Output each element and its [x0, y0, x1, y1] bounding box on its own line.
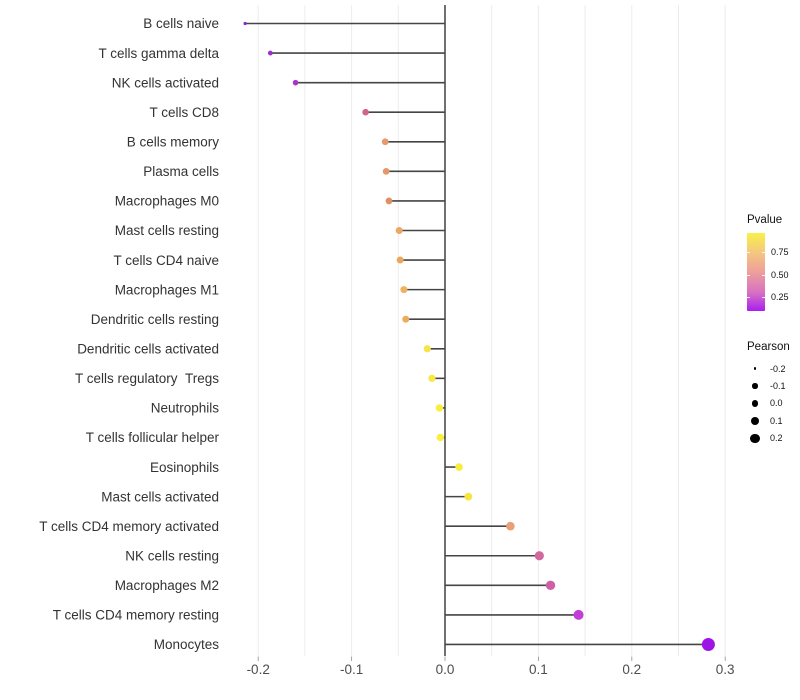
y-axis-label: T cells gamma delta	[98, 46, 219, 61]
pearson-legend-label: 0.2	[770, 433, 783, 444]
pearson-legend-item: 0.0	[747, 395, 790, 412]
data-dot	[400, 286, 408, 294]
data-dot	[506, 521, 515, 531]
colorbar-tick-label: 0.25	[771, 292, 789, 302]
data-dot	[292, 79, 299, 86]
y-axis-label: Eosinophils	[150, 460, 219, 475]
pearson-legend-dot-cell	[747, 383, 763, 389]
pearson-legend-item: -0.1	[747, 377, 790, 394]
data-dot	[435, 404, 444, 412]
x-tick-label: 0.3	[716, 662, 735, 677]
data-dot	[428, 374, 436, 382]
y-axis-label: Neutrophils	[151, 401, 220, 416]
pearson-legend: Pearson -0.2 -0.1 0.0 0.1 0.2	[747, 341, 790, 447]
pearson-legend-label: -0.2	[770, 363, 786, 374]
x-tick-label: -0.2	[247, 662, 270, 677]
data-dot	[396, 256, 404, 264]
colorbar-tick-label: 0.50	[771, 269, 789, 280]
data-dot	[423, 345, 431, 353]
y-axis-label: B cells naive	[143, 16, 219, 31]
pvalue-legend: Pvalue 0.75 0.50 0.25	[747, 214, 789, 311]
y-axis-label: T cells CD8	[149, 105, 219, 120]
x-tick-label: 0.0	[436, 662, 455, 677]
y-axis-label: T cells CD4 memory resting	[53, 608, 219, 623]
data-dot	[464, 492, 473, 501]
data-dot	[573, 609, 584, 620]
colorbar-tick-mark	[762, 252, 765, 254]
y-axis-label: B cells memory	[127, 134, 220, 149]
pearson-legend-label: -0.1	[770, 381, 786, 392]
pearson-legend-dot	[751, 400, 759, 407]
data-dot	[455, 463, 463, 471]
data-dot	[362, 108, 369, 116]
data-dot	[534, 551, 544, 561]
pearson-legend-dot-cell	[747, 367, 763, 371]
y-axis-label: T cells regulatory Tregs	[75, 371, 219, 386]
y-axis-label: NK cells resting	[125, 548, 219, 563]
pvalue-colorbar: 0.75 0.50 0.25	[747, 233, 789, 311]
pearson-legend-dot	[750, 433, 760, 443]
y-axis-label: T cells CD4 naive	[113, 253, 219, 268]
y-axis-label: Dendritic cells activated	[77, 341, 219, 356]
pearson-legend-item: 0.2	[747, 430, 790, 447]
x-tick-label: -0.1	[340, 662, 363, 677]
y-axis-label: T cells CD4 memory activated	[39, 519, 219, 534]
data-dot	[436, 433, 445, 442]
pearson-legend-dot	[752, 383, 758, 389]
pearson-legend-title: Pearson	[747, 341, 790, 353]
y-axis-label: Plasma cells	[143, 164, 219, 179]
pearson-legend-label: 0.0	[770, 398, 783, 409]
y-axis-label: Macrophages M1	[115, 282, 219, 297]
pearson-legend-dot-cell	[747, 400, 763, 407]
data-dot	[385, 197, 393, 205]
colorbar-tick-mark	[762, 297, 765, 298]
data-dot	[382, 167, 390, 175]
pearson-legend-dot	[753, 367, 757, 371]
data-dot	[267, 50, 273, 56]
y-axis-label: Monocytes	[154, 637, 220, 652]
data-dot	[402, 315, 410, 323]
data-dot	[395, 226, 403, 234]
pearson-legend-item: 0.1	[747, 412, 790, 429]
x-tick-label: 0.2	[622, 662, 641, 677]
data-dot	[381, 138, 389, 146]
pearson-legend-dot-cell	[747, 433, 763, 443]
y-axis-label: NK cells activated	[112, 75, 219, 90]
x-tick-label: 0.1	[529, 662, 548, 677]
colorbar-tick-mark	[762, 274, 765, 276]
colorbar-tick-mark	[747, 252, 750, 254]
y-axis-label: Macrophages M2	[115, 578, 219, 593]
pearson-legend-dot-cell	[747, 416, 763, 425]
data-dot	[701, 637, 715, 651]
colorbar-tick-mark	[747, 274, 750, 276]
pearson-legend-dot	[751, 416, 759, 425]
y-axis-label: Mast cells activated	[101, 489, 219, 504]
pearson-legend-item: -0.2	[747, 360, 790, 377]
data-dot	[243, 21, 247, 26]
y-axis-label: Macrophages M0	[115, 194, 219, 209]
colorbar-tick-mark	[747, 297, 750, 298]
colorbar-tick-label: 0.75	[771, 247, 789, 258]
pvalue-legend-title: Pvalue	[747, 214, 783, 226]
y-axis-label: T cells follicular helper	[86, 430, 220, 445]
data-dot	[545, 580, 556, 591]
y-axis-label: Mast cells resting	[115, 223, 219, 238]
pearson-legend-label: 0.1	[770, 415, 783, 426]
pearson-legend-items: -0.2 -0.1 0.0 0.1 0.2	[747, 360, 790, 447]
y-axis-label: Dendritic cells resting	[91, 312, 219, 327]
